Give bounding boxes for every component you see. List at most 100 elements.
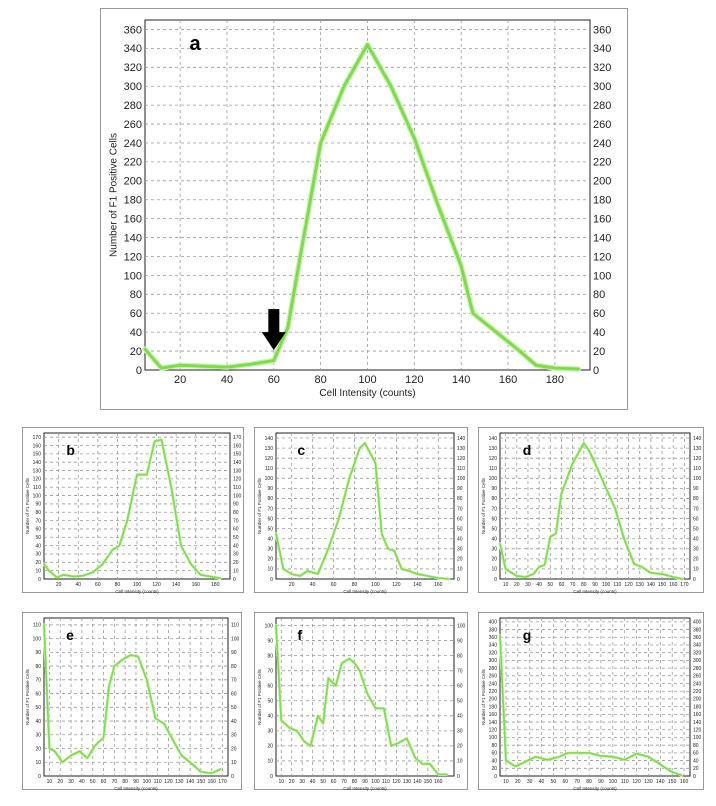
y-tick-label-left: 70 (35, 678, 41, 684)
y-tick-label-left: 30 (35, 733, 41, 739)
y-tick-label-right: 260 (593, 119, 611, 131)
y-tick-label-right: 300 (693, 658, 702, 664)
y-tick-label-right: 10 (233, 568, 239, 574)
x-tick-label: 40 (221, 374, 233, 386)
y-tick-label-right: 40 (457, 714, 463, 720)
y-tick-label-left: 140 (489, 720, 498, 726)
y-tick-label-right: 180 (593, 195, 611, 207)
y-tick-label-left: 20 (491, 766, 497, 772)
y-tick-label-right: 70 (457, 668, 463, 674)
x-tick-label: 90 (598, 779, 604, 785)
x-tick-label: 20 (56, 582, 62, 588)
x-tick-label: 150 (658, 582, 667, 588)
x-tick-label: 100 (133, 582, 142, 588)
y-tick-label-left: 80 (491, 743, 497, 749)
y-tick-label-right: 90 (233, 502, 239, 508)
y-tick-label-left: 200 (489, 697, 498, 703)
y-tick-label-left: 30 (491, 547, 497, 553)
y-tick-label-left: 40 (130, 327, 142, 339)
y-tick-label-left: 0 (136, 365, 142, 377)
y-tick-label-right: 20 (593, 346, 605, 358)
y-tick-label-right: 80 (593, 289, 605, 301)
y-tick-label-left: 360 (489, 635, 498, 641)
y-tick-label-left: 240 (124, 138, 142, 150)
y-tick-label-right: 80 (693, 496, 699, 502)
y-tick-label-right: 10 (457, 567, 463, 573)
chart-svg-b: 20 40 60 80 100 120 140 160 180 0 0 10 10 20 20 30 30 40 4… (22, 427, 244, 594)
x-tick-label: 70 (574, 779, 580, 785)
series-line (143, 43, 580, 371)
x-tick-label: 110 (382, 779, 390, 785)
y-tick-label-right: 360 (693, 635, 702, 641)
y-tick-label-left: 170 (33, 435, 42, 441)
y-tick-label-left: 10 (267, 759, 273, 765)
y-tick-label-left: 320 (489, 650, 498, 656)
y-tick-label-right: 60 (233, 527, 239, 533)
y-tick-label-right: 50 (457, 699, 463, 705)
y-tick-label-left: 100 (265, 623, 274, 629)
x-tick-label: 120 (405, 374, 423, 386)
y-tick-label-left: 40 (491, 758, 497, 764)
y-tick-label-left: 60 (35, 691, 41, 697)
y-tick-label-right: 60 (593, 308, 605, 320)
y-tick-label-right: 40 (457, 536, 463, 542)
panel-frame (22, 427, 244, 593)
y-axis-label: Number of F1 Positive Cells (481, 668, 486, 725)
y-tick-label-right: 40 (233, 543, 239, 549)
y-tick-label-left: 110 (33, 623, 41, 629)
y-tick-label-left: 300 (489, 658, 498, 664)
x-tick-label: 40 (75, 582, 81, 588)
chart-panel-c: 20 40 60 80 100 120 140 160 0 0 10 10 20 20 30 30 40 40 50… (254, 427, 468, 594)
y-tick-label-left: 300 (124, 81, 142, 93)
x-tick-label: 50 (320, 779, 326, 785)
y-tick-label-left: 80 (130, 289, 142, 301)
y-tick-label-left: 50 (267, 699, 273, 705)
x-axis-label: Cell Intensity (counts) (319, 388, 415, 399)
y-axis-label: Number of F1 Positive Cells (481, 477, 486, 534)
y-tick-label-right: 30 (457, 547, 463, 553)
y-tick-label-right: 60 (231, 691, 237, 697)
y-tick-label-left: 100 (489, 476, 498, 482)
y-tick-label-left: 160 (489, 712, 498, 718)
y-tick-label-left: 20 (267, 557, 273, 563)
y-tick-label-left: 0 (38, 774, 41, 780)
y-tick-label-left: 140 (489, 436, 498, 442)
y-tick-label-right: 260 (693, 674, 702, 680)
x-tick-label: 60 (331, 582, 337, 588)
y-tick-label-right: 100 (457, 476, 466, 482)
y-tick-label-left: 30 (35, 552, 41, 558)
y-tick-label-right: 40 (593, 327, 605, 339)
x-tick-label: 70 (570, 582, 576, 588)
y-tick-label-right: 120 (593, 251, 611, 263)
panel-frame (254, 427, 468, 593)
x-tick-label: 70 (112, 779, 118, 785)
y-tick-label-left: 180 (489, 704, 498, 710)
x-tick-label: 10 (503, 582, 509, 588)
y-tick-label-right: 40 (693, 536, 699, 542)
x-tick-label: 90 (133, 779, 139, 785)
y-tick-label-right: 60 (457, 516, 463, 522)
plot-area (275, 432, 455, 580)
y-tick-label-left: 10 (267, 567, 273, 573)
x-tick-label: 120 (152, 582, 161, 588)
y-tick-label-left: 70 (267, 506, 273, 512)
chart-svg-f: 10 20 30 40 50 60 70 80 90 100 110 120 130 140 150 1600… (254, 612, 468, 791)
x-tick-label: 100 (358, 374, 376, 386)
y-tick-label-left: 120 (265, 456, 274, 462)
chart-panel-g: 10 20 30 40 50 60 70 80 90 100 110 120 130 140 150 160 0… (478, 612, 704, 791)
y-tick-label-right: 80 (233, 510, 239, 516)
x-tick-label: 120 (624, 582, 633, 588)
x-tick-label: 60 (101, 779, 107, 785)
y-tick-label-right: 60 (693, 751, 699, 757)
x-tick-label: 20 (57, 779, 63, 785)
chart-panel-a: 20 40 60 80 100 120 140 160 180 0 0 20 20 40 40 60 60 80 8… (100, 8, 628, 410)
x-tick-label: 40 (310, 779, 316, 785)
y-tick-label-left: 10 (491, 567, 497, 573)
y-tick-label-right: 220 (693, 689, 702, 695)
x-tick-label: 10 (47, 779, 53, 785)
y-tick-label-right: 0 (593, 365, 599, 377)
x-tick-label: 60 (563, 779, 569, 785)
x-tick-label: 160 (192, 582, 201, 588)
arrow-annotation (261, 309, 286, 351)
y-tick-label-left: 80 (491, 496, 497, 502)
